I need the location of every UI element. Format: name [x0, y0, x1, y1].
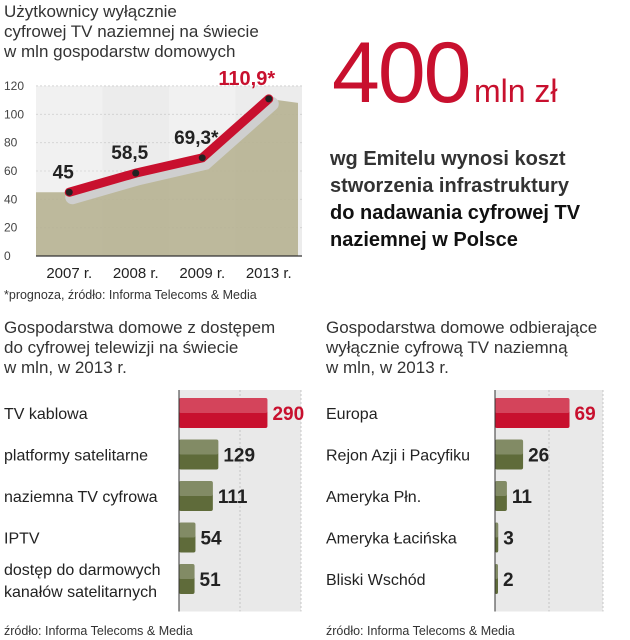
bar-highlight	[179, 564, 195, 579]
x-tick-label: 0	[491, 619, 498, 621]
bar	[495, 481, 507, 511]
bar	[179, 398, 268, 428]
left-chart-source: źródło: Informa Telecoms & Media	[4, 624, 193, 638]
highlight-strong-line: do nadawania cyfrowej TV	[330, 202, 581, 224]
top-chart-title-line: Użytkownicy wyłącznie	[4, 2, 177, 21]
category-label: TV kablowa	[4, 406, 88, 423]
x-tick-label: 2007 r.	[46, 265, 92, 282]
bar-value-label: 26	[528, 446, 549, 467]
bar-value-label: 129	[223, 446, 255, 467]
top-area-chart: 0 20 40 60 80 100 120 45 58,5 69,3* 110,9* 2007 r. 2…	[4, 70, 302, 282]
bar-highlight	[179, 481, 213, 496]
y-tick-label: 120	[4, 79, 24, 93]
category-label: platformy satelitarne	[4, 448, 148, 465]
right-chart-title-line: w mln, w 2013 r.	[326, 358, 449, 377]
bar-highlight	[495, 564, 498, 579]
bar	[179, 564, 195, 594]
bar-highlight	[495, 522, 499, 538]
highlight-strong-line: naziemnej w Polsce	[330, 229, 518, 251]
left-chart-title-line: do cyfrowej telewizji na świecie	[4, 338, 239, 357]
right-bar-chart: 0 50 100 69 Europa 26 Rejon Azji i Pacyfiku 11 A…	[326, 390, 614, 621]
bar-value-label: 2	[503, 570, 514, 591]
category-label: kanałów satelitarnych	[4, 584, 157, 601]
bar	[495, 398, 570, 428]
y-tick-label: 80	[4, 136, 18, 150]
series-line-shadow	[65, 96, 279, 205]
right-chart-source: źródło: Informa Telecoms & Media	[326, 624, 515, 638]
x-tick-label: 50	[542, 619, 556, 621]
category-label: Europa	[326, 406, 378, 423]
data-label: 69,3*	[174, 128, 219, 149]
bar-value-label: 11	[512, 487, 533, 508]
category-label: Rejon Azji i Pacyfiku	[326, 448, 470, 465]
right-chart-title-line: wyłącznie cyfrową TV naziemną	[326, 338, 568, 357]
highlight-description: wg Emitelu wynosi koszt stworzenia infra…	[330, 146, 630, 254]
top-chart-title-line: cyfrowej TV naziemnej na świecie	[4, 22, 259, 41]
bar-value-label: 111	[218, 487, 248, 508]
x-tick-label: 0	[175, 619, 182, 621]
x-tick-label: 200	[229, 619, 251, 621]
highlight-unit: mln zł	[473, 73, 558, 109]
x-tick-label: 400	[290, 619, 312, 621]
category-label: Ameryka Płn.	[326, 489, 421, 506]
bar-value-label: 69	[575, 404, 596, 425]
data-point	[132, 169, 140, 177]
bar-value-label: 54	[200, 529, 222, 550]
bar-highlight	[495, 439, 524, 455]
x-tick-label: 2013 r.	[246, 265, 292, 282]
bar-value-label: 3	[503, 529, 514, 550]
highlight-figure: 400 mln zł	[332, 30, 558, 116]
category-label: naziemna TV cyfrowa	[4, 489, 158, 506]
top-chart-title: Użytkownicy wyłącznie cyfrowej TV naziem…	[4, 2, 259, 62]
y-tick-label: 40	[4, 192, 18, 206]
y-tick-label: 60	[4, 164, 18, 178]
category-label: Bliski Wschód	[326, 572, 426, 589]
category-label: dostęp do darmowych	[4, 562, 161, 579]
top-chart-footnote: *prognoza, źródło: Informa Telecoms & Me…	[4, 288, 257, 302]
bar-highlight	[179, 522, 196, 538]
x-tick-label: 100	[592, 619, 614, 621]
highlight-text-line: stworzenia infrastruktury	[330, 175, 569, 197]
bar-highlight	[495, 481, 507, 496]
y-tick-label: 20	[4, 221, 18, 235]
bar	[179, 481, 213, 511]
data-point	[198, 154, 206, 162]
data-point	[265, 95, 273, 103]
bar	[495, 439, 524, 470]
x-tick-label: 2009 r.	[179, 265, 225, 282]
left-chart-title-line: w mln, w 2013 r.	[4, 358, 127, 377]
bar-highlight	[179, 398, 268, 413]
category-label: Ameryka Łacińska	[326, 531, 457, 548]
series-line	[64, 94, 274, 197]
highlight-text-line: wg Emitelu wynosi koszt	[330, 148, 566, 170]
highlight-number: 400	[332, 25, 471, 121]
data-label: 110,9*	[218, 70, 275, 90]
bar	[179, 439, 219, 470]
right-chart-title: Gospodarstwa domowe odbierające wyłączni…	[326, 318, 597, 378]
right-chart-title-line: Gospodarstwa domowe odbierające	[326, 318, 598, 337]
bar-highlight	[179, 439, 219, 455]
bar-highlight	[495, 398, 570, 413]
bar	[495, 564, 498, 594]
y-tick-label: 100	[4, 107, 24, 121]
bar-value-label: 51	[200, 570, 222, 591]
bar-value-label: 290	[272, 404, 304, 425]
bar	[495, 522, 499, 553]
y-tick-label: 0	[4, 249, 11, 263]
data-label: 58,5	[111, 143, 148, 164]
category-label: IPTV	[4, 531, 40, 548]
data-label: 45	[53, 162, 75, 183]
left-bar-chart: 0 200 400 290 TV kablowa 129 platformy satelit…	[4, 390, 312, 621]
left-chart-title: Gospodarstwa domowe z dostępem do cyfrow…	[4, 318, 275, 378]
data-point	[65, 188, 73, 196]
x-tick-label: 2008 r.	[113, 265, 159, 282]
bar	[179, 522, 196, 553]
top-chart-title-line: w mln gospodarstw domowych	[4, 42, 236, 61]
left-chart-title-line: Gospodarstwa domowe z dostępem	[4, 318, 276, 337]
